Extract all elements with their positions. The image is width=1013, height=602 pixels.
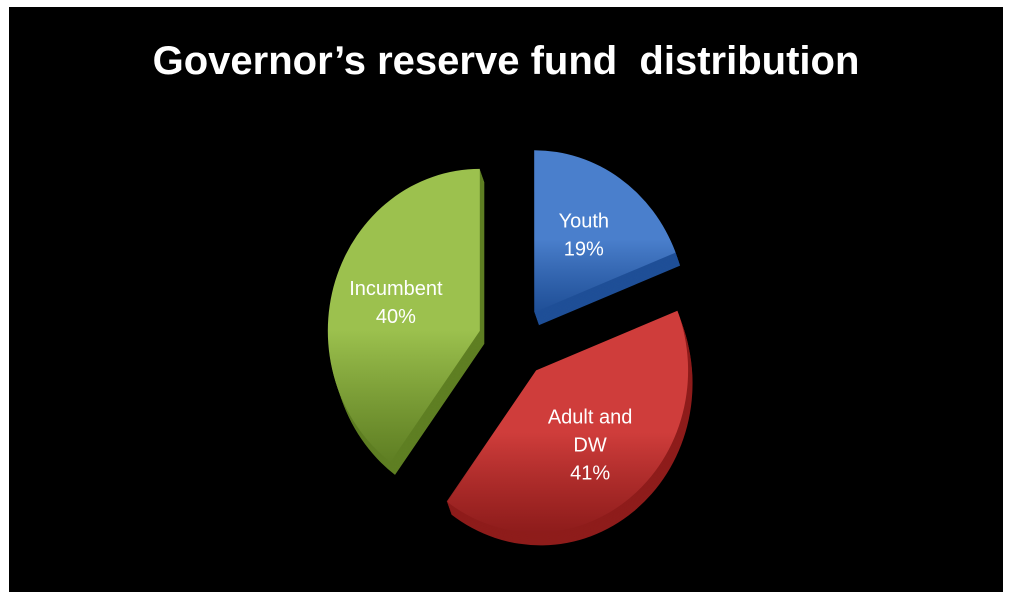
pie-slice-youth (534, 150, 676, 313)
slice-category-label: Incumbent (349, 278, 443, 300)
pie-chart: Youth 19% Adult and DW 41% Incumbent 40% (327, 150, 693, 546)
chart-frame: Governor’s reserve fund distribution You… (9, 7, 1003, 592)
slice-value-label: 41% (570, 463, 610, 485)
slice-value-label: 40% (376, 306, 416, 328)
pie-slices-layer (327, 150, 689, 533)
slice-label-youth: Youth 19% (559, 211, 609, 261)
pie-slice-incumbent (327, 168, 480, 462)
slice-category-label: DW (573, 435, 606, 457)
slice-label-incumbent: Incumbent 40% (349, 278, 443, 328)
slice-label-adult-and-dw: Adult and DW 41% (548, 407, 633, 485)
slice-value-label: 19% (564, 239, 604, 261)
chart-title: Governor’s reserve fund distribution (152, 39, 860, 83)
pie-labels-layer: Youth 19% Adult and DW 41% Incumbent 40% (349, 211, 632, 485)
pie-slice-adult-and-dw (446, 310, 689, 533)
slice-category-label: Adult and (548, 407, 633, 429)
slice-category-label: Youth (559, 211, 609, 233)
